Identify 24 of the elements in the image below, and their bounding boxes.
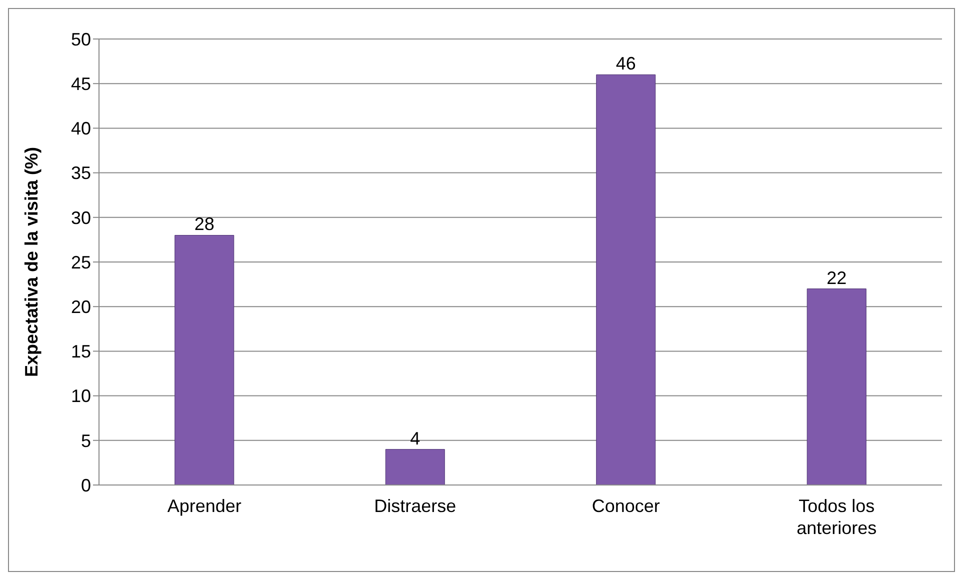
y-tick-label: 15 [70,342,91,362]
y-tick-label: 5 [80,430,91,451]
data-label: 22 [826,268,847,288]
y-tick-label: 20 [70,296,91,317]
x-tick-label: Aprender [167,496,242,516]
x-tick-label: Conocer [592,496,660,516]
x-tick-label: Distraerse [374,496,456,516]
data-label: 28 [194,214,214,234]
bar [385,449,445,485]
y-tick-label: 25 [70,252,91,272]
bar [596,74,656,485]
y-tick-label: 10 [70,386,91,406]
x-tick-label: Todos los anteriores [796,496,877,538]
y-tick-label: 30 [70,208,91,228]
y-tick-label: 40 [70,118,91,139]
y-tick-label: 35 [70,163,91,184]
data-label: 46 [616,54,636,74]
y-tick-label: 45 [70,74,91,94]
y-tick-label: 50 [70,29,91,50]
bar [806,288,866,485]
data-label: 4 [410,428,420,448]
y-axis-title: Expectativa de la visita (%) [21,146,42,378]
bar [174,234,234,485]
y-tick-label: 0 [80,475,91,496]
